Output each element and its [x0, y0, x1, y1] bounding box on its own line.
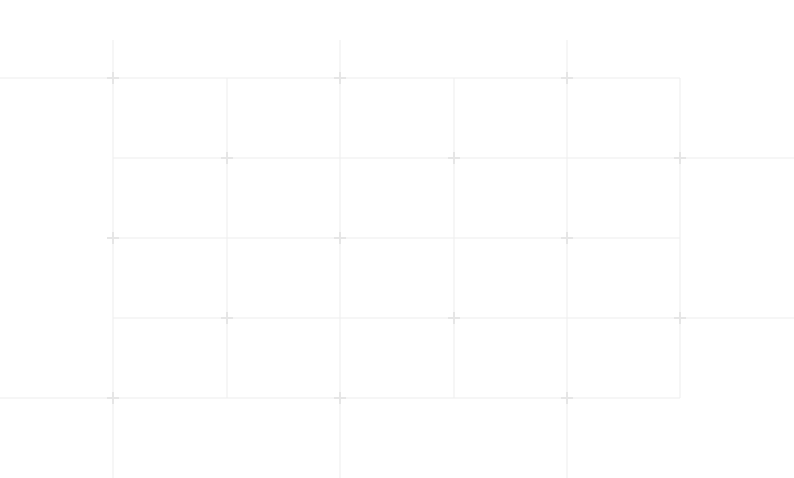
vertical-lines: [112, 40, 681, 478]
horizontal-lines: [0, 77, 794, 399]
plus-markers: [107, 72, 686, 404]
